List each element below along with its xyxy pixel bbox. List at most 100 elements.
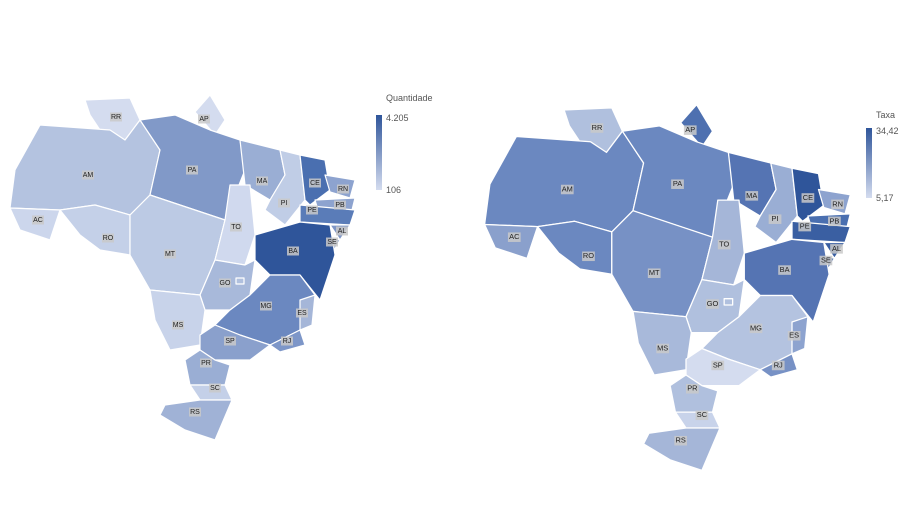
state-label-box — [337, 184, 349, 194]
state-label-box — [296, 308, 308, 318]
state-label-box — [798, 221, 812, 232]
state-label: AL — [338, 228, 347, 235]
state-label-box — [219, 278, 231, 288]
state-label-box — [256, 176, 268, 186]
state-label-box — [582, 251, 595, 262]
state-label: PI — [772, 214, 779, 223]
state-label: MT — [649, 268, 660, 277]
state-label: RN — [338, 186, 348, 193]
state-label-box — [830, 244, 843, 254]
state-label: RN — [832, 199, 843, 208]
state-label-box — [110, 112, 122, 122]
state-label: RJ — [774, 360, 783, 369]
state-label: MG — [750, 323, 762, 332]
state-label: PA — [188, 167, 197, 174]
state-label-box — [224, 336, 236, 346]
state-label: PI — [281, 200, 288, 207]
state-label-box — [695, 410, 709, 421]
state-label-box — [828, 216, 841, 227]
state-label: CE — [803, 193, 813, 202]
state-label-box — [647, 268, 661, 279]
state-label: TO — [231, 224, 241, 231]
state-label: GO — [220, 280, 231, 287]
state-label-box — [336, 226, 348, 236]
legend-max: 4.205 — [386, 113, 409, 123]
legend-bar — [866, 128, 872, 198]
state — [723, 298, 734, 306]
state-label: PE — [800, 222, 810, 231]
state-label-box — [771, 360, 785, 371]
state-label-box — [164, 249, 176, 259]
state-label-box — [674, 435, 688, 446]
state-label-box — [706, 299, 719, 309]
state — [483, 130, 645, 233]
state-label: AC — [33, 217, 43, 224]
state-label-box — [309, 178, 321, 188]
state-label-box — [686, 384, 699, 394]
state-label: RO — [103, 235, 114, 242]
legend-title: Quantidade — [386, 93, 433, 103]
state-label-box — [82, 170, 94, 180]
state-label: BA — [780, 265, 790, 274]
state-label: MS — [173, 322, 184, 329]
state-label: MT — [165, 251, 176, 258]
state-label-box — [102, 233, 114, 243]
state-label: PB — [829, 216, 839, 225]
legend-bar — [376, 115, 382, 190]
legend-min: 106 — [386, 185, 401, 195]
state — [9, 119, 161, 216]
state-label: GO — [707, 299, 719, 308]
legend-min: 5,17 — [876, 193, 894, 203]
state-label: AL — [832, 244, 841, 253]
state-label-box — [711, 360, 725, 371]
state-label-box — [590, 123, 604, 133]
state-label: RS — [676, 436, 686, 445]
state — [235, 277, 245, 285]
state-label: TO — [719, 240, 729, 249]
state-label-box — [198, 114, 210, 124]
state-label-box — [507, 232, 521, 242]
state — [743, 238, 830, 323]
state-label-box — [831, 199, 844, 210]
state — [159, 399, 233, 441]
state — [59, 204, 131, 256]
state-label-box — [281, 336, 293, 346]
state-label-box — [260, 301, 272, 311]
state-label-box — [671, 179, 684, 189]
state-label: RO — [583, 251, 594, 260]
state-label: SP — [713, 360, 723, 369]
state-label: PA — [673, 179, 682, 188]
state — [642, 427, 721, 472]
state-label: AC — [509, 232, 520, 241]
state-label: RR — [111, 114, 121, 121]
state-label-box — [778, 265, 791, 275]
state-label: MG — [260, 303, 271, 310]
state-label-box — [230, 222, 242, 232]
state-label: SE — [821, 255, 831, 264]
legend-max: 34,42 — [876, 126, 899, 136]
state-label-box — [278, 198, 290, 208]
state-label: MA — [746, 191, 757, 200]
state-label: CE — [310, 180, 320, 187]
state-label-box — [209, 383, 221, 393]
state-label: SE — [327, 239, 337, 246]
state-label: PB — [335, 202, 345, 209]
state-label-box — [819, 255, 833, 266]
state-label: AM — [83, 172, 94, 179]
state-label: BA — [288, 248, 298, 255]
state-label-box — [745, 191, 759, 201]
state-label-box — [287, 246, 299, 256]
state-label-box — [683, 125, 697, 135]
state-label: SC — [210, 385, 220, 392]
state-label: ES — [789, 331, 799, 340]
state-label-box — [200, 358, 212, 368]
state-label-box — [717, 239, 731, 250]
state-label-box — [560, 184, 574, 195]
state-label-box — [749, 323, 763, 334]
state-label: PR — [687, 384, 697, 393]
state-label-box — [326, 237, 338, 247]
state-label: SC — [697, 410, 708, 419]
